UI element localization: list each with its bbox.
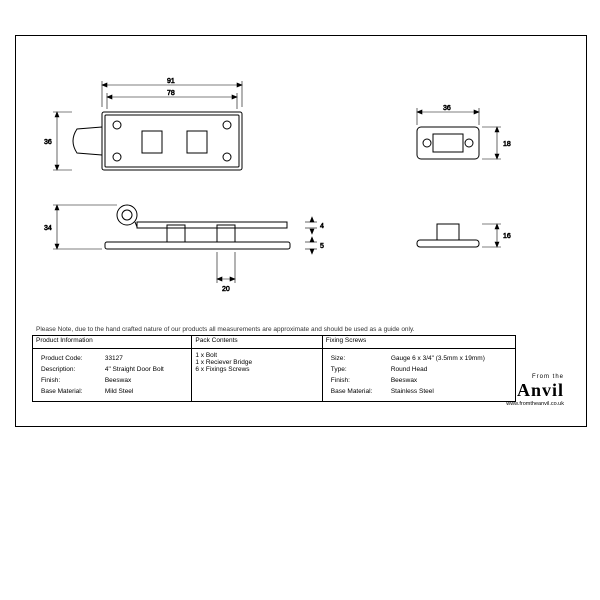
pi-k1: Description: bbox=[38, 365, 100, 374]
pc-1: 1 x Reciever Bridge bbox=[195, 359, 318, 366]
brand-logo: From the Anvil www.fromtheanvil.co.uk bbox=[506, 374, 564, 407]
svg-text:18: 18 bbox=[503, 141, 511, 148]
svg-text:5: 5 bbox=[320, 243, 324, 250]
disclaimer-note: Please Note, due to the hand crafted nat… bbox=[36, 326, 586, 333]
fs-k3: Base Material: bbox=[328, 387, 386, 396]
pi-k0: Product Code: bbox=[38, 354, 100, 363]
hdr-product-info: Product Information bbox=[36, 337, 93, 344]
svg-text:4: 4 bbox=[320, 223, 324, 230]
fs-v2: Beeswax bbox=[388, 376, 510, 385]
fs-v1: Round Head bbox=[388, 365, 510, 374]
pi-v2: Beeswax bbox=[102, 376, 187, 385]
svg-text:36: 36 bbox=[443, 105, 451, 112]
brand-url: www.fromtheanvil.co.uk bbox=[506, 401, 564, 407]
svg-text:91: 91 bbox=[167, 78, 175, 85]
pc-2: 6 x Fixings Screws bbox=[195, 366, 318, 373]
pi-v0: 33127 bbox=[102, 354, 187, 363]
brand-name: Anvil bbox=[506, 380, 564, 401]
fs-k2: Finish: bbox=[328, 376, 386, 385]
svg-text:34: 34 bbox=[44, 225, 52, 232]
pi-k3: Base Material: bbox=[38, 387, 100, 396]
info-table: Product Information Pack Contents Fixing… bbox=[32, 335, 516, 402]
pi-k2: Finish: bbox=[38, 376, 100, 385]
hdr-fixing-screws: Fixing Screws bbox=[326, 337, 366, 344]
fs-v0: Gauge 6 x 3/4" (3.5mm x 19mm) bbox=[388, 354, 510, 363]
pc-0: 1 x Bolt bbox=[195, 352, 318, 359]
fs-v3: Stainless Steel bbox=[388, 387, 510, 396]
technical-drawing: 91 78 36 34 bbox=[17, 37, 585, 322]
pi-v1: 4" Straight Door Bolt bbox=[102, 365, 187, 374]
pi-v3: Mild Steel bbox=[102, 387, 187, 396]
svg-text:16: 16 bbox=[503, 233, 511, 240]
svg-text:78: 78 bbox=[167, 90, 175, 97]
fs-k1: Type: bbox=[328, 365, 386, 374]
svg-text:36: 36 bbox=[44, 139, 52, 146]
svg-text:20: 20 bbox=[222, 286, 230, 293]
fs-k0: Size: bbox=[328, 354, 386, 363]
hdr-pack-contents: Pack Contents bbox=[195, 337, 237, 344]
